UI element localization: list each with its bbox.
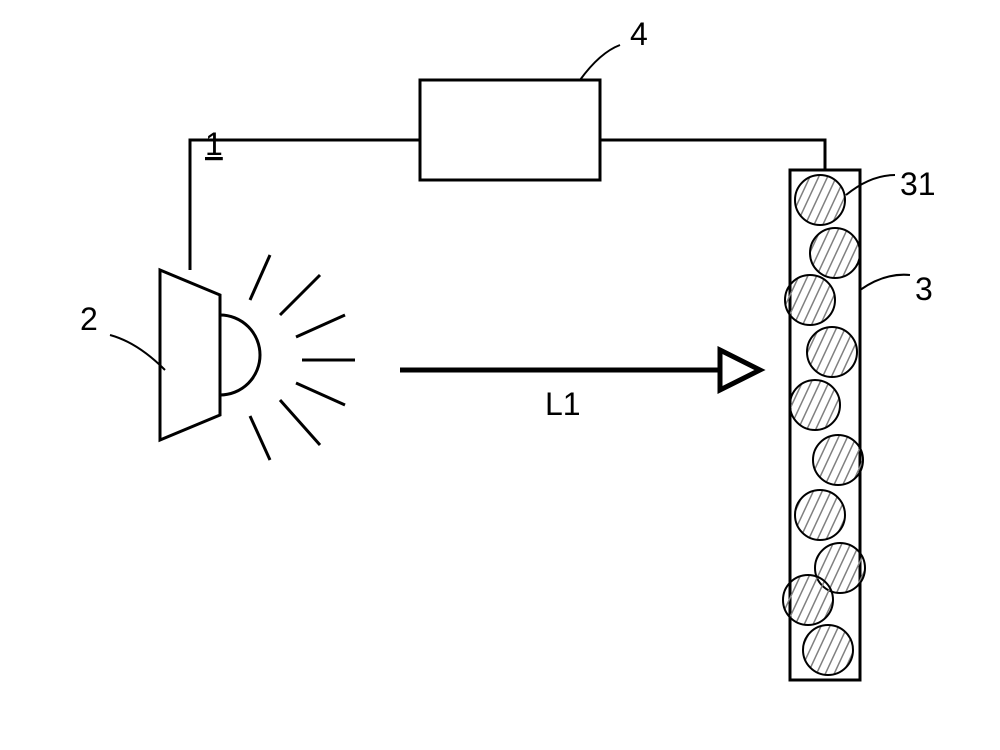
light-rays bbox=[250, 255, 355, 460]
label-system: 1 bbox=[205, 126, 223, 162]
connection-lines bbox=[190, 140, 825, 270]
receiver-elements bbox=[783, 175, 865, 675]
light-bulb bbox=[220, 315, 260, 395]
label-receiver-element: 31 bbox=[900, 166, 936, 202]
receiver-element bbox=[807, 327, 857, 377]
label-receiver: 3 bbox=[915, 271, 933, 307]
light-path-arrow bbox=[400, 350, 760, 390]
label-light-path: L1 bbox=[545, 386, 581, 422]
receiver-element bbox=[813, 435, 863, 485]
receiver-element bbox=[795, 175, 845, 225]
receiver-element bbox=[795, 490, 845, 540]
receiver-element bbox=[785, 275, 835, 325]
controller-box bbox=[420, 80, 600, 180]
receiver-element bbox=[803, 625, 853, 675]
receiver-element bbox=[783, 575, 833, 625]
receiver-element bbox=[790, 380, 840, 430]
label-controller: 4 bbox=[630, 16, 648, 52]
label-light-source: 2 bbox=[80, 301, 98, 337]
schematic-diagram: 1 4 2 3 31 L1 bbox=[0, 0, 1000, 750]
light-source-housing bbox=[160, 270, 220, 440]
receiver-element bbox=[810, 228, 860, 278]
